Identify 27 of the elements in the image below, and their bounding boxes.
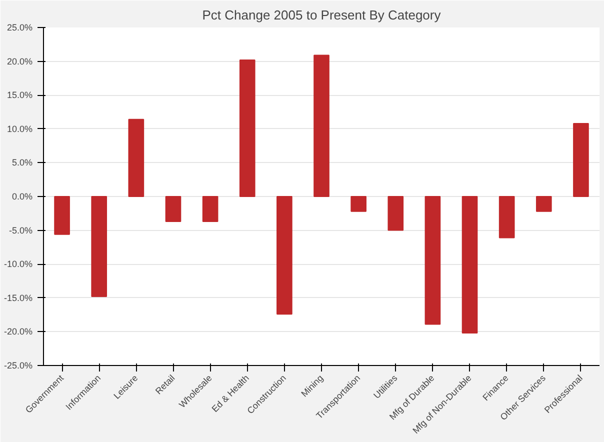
y-tick-label: -10.0% (4, 259, 33, 270)
bar (388, 196, 404, 231)
bar (462, 196, 478, 334)
bar (54, 196, 70, 235)
y-tick-label: -15.0% (4, 292, 33, 303)
y-tick-label: 25.0% (6, 22, 33, 32)
bar (202, 196, 218, 222)
bar (498, 196, 515, 238)
y-tick-label: 0.0% (12, 192, 32, 202)
bar (536, 196, 552, 212)
y-tick-label: 10.0% (6, 124, 33, 134)
bar (276, 196, 292, 315)
bar (424, 196, 441, 325)
y-tick-label: 20.0% (6, 56, 33, 66)
bar (314, 54, 330, 197)
y-tick-label: -5.0% (8, 225, 33, 236)
chart-title: Pct Change 2005 to Present By Category (202, 8, 442, 22)
bar (165, 196, 182, 222)
y-tick-label: -20.0% (4, 326, 33, 337)
bar (239, 59, 256, 197)
bar (350, 196, 366, 212)
y-tick-label: 5.0% (12, 158, 32, 168)
y-tick-label: 15.0% (6, 90, 33, 100)
bar (91, 196, 108, 298)
y-tick-label: -25.0% (4, 360, 33, 370)
bar (128, 118, 144, 197)
bar (573, 122, 589, 197)
